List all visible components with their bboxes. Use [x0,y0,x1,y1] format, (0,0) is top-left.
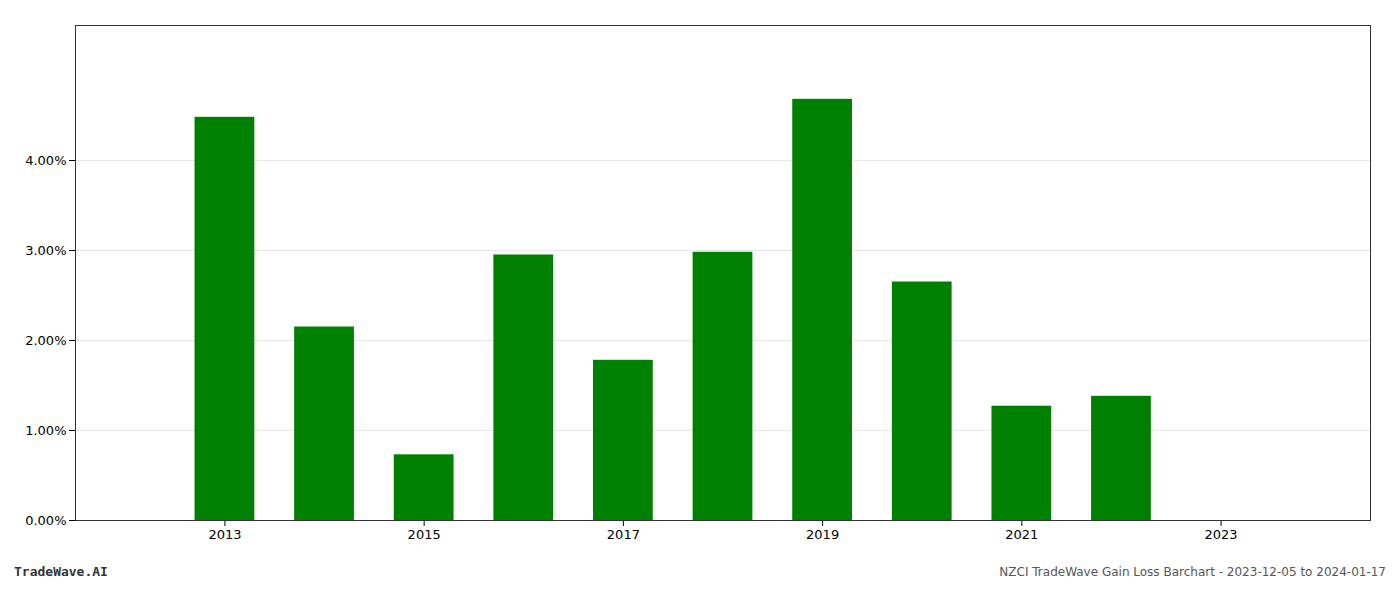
html-text:TradeWave.AI: TradeWave.AI [14,564,108,579]
html-text:NZCI TradeWave Gain Loss Barch: NZCI TradeWave Gain Loss Barchart - 2023… [999,565,1386,579]
svg-text:0.00%: 0.00% [25,513,66,528]
svg-text:2021: 2021 [1005,527,1038,542]
svg-text:4.00%: 4.00% [25,153,66,168]
svg-text:2019: 2019 [806,527,839,542]
svg-text:1.00%: 1.00% [25,423,66,438]
svg-text:2015: 2015 [408,527,441,542]
svg-text:2023: 2023 [1205,527,1238,542]
svg-text:2.00%: 2.00% [25,333,66,348]
svg-text:2017: 2017 [607,527,640,542]
svg-text:3.00%: 3.00% [25,243,66,258]
svg-text:2013: 2013 [208,527,241,542]
